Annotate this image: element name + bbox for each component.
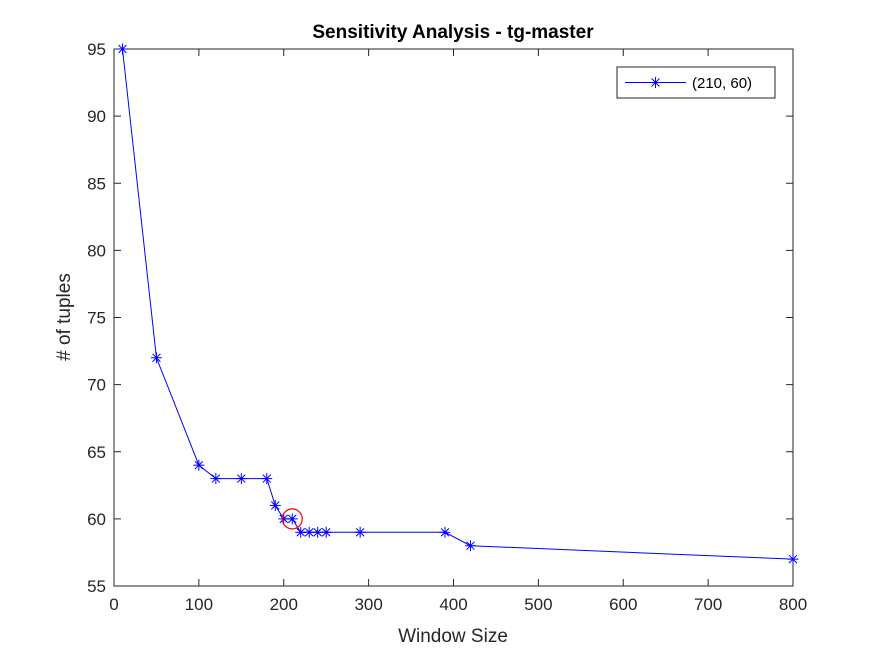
data-point bbox=[269, 499, 281, 511]
x-axis-title: Window Size bbox=[398, 626, 508, 647]
x-tick-label: 200 bbox=[270, 595, 298, 614]
y-tick-label: 65 bbox=[87, 443, 106, 462]
highlight-circle bbox=[281, 508, 303, 530]
x-tick-label: 100 bbox=[185, 595, 213, 614]
x-tick-label: 600 bbox=[609, 595, 637, 614]
legend-label: (210, 60) bbox=[692, 75, 752, 92]
x-tick-label: 500 bbox=[524, 595, 552, 614]
series-layer bbox=[116, 43, 799, 565]
y-tick-label: 70 bbox=[87, 376, 106, 395]
data-point bbox=[354, 526, 366, 538]
y-tick-label: 55 bbox=[87, 577, 106, 596]
data-point bbox=[787, 553, 799, 565]
y-tick-label: 95 bbox=[87, 40, 106, 59]
data-point bbox=[261, 473, 273, 485]
x-tick-label: 400 bbox=[439, 595, 467, 614]
x-tick-label: 0 bbox=[109, 595, 118, 614]
x-tick-label: 300 bbox=[354, 595, 382, 614]
x-tick-label: 800 bbox=[779, 595, 807, 614]
data-point bbox=[235, 473, 247, 485]
y-tick-label: 75 bbox=[87, 309, 106, 328]
y-axis-title: # of tuples bbox=[54, 273, 75, 361]
axes: 0 100 200 300 400 500 600 700 800 55 60 65 70 75 80 85 9… bbox=[87, 40, 807, 614]
data-point bbox=[439, 526, 451, 538]
data-point bbox=[210, 473, 222, 485]
data-point bbox=[303, 526, 315, 538]
y-tick-label: 85 bbox=[87, 174, 106, 193]
legend: (210, 60) bbox=[616, 66, 776, 99]
y-tick-label: 60 bbox=[87, 510, 106, 529]
data-point bbox=[286, 513, 298, 525]
data-point bbox=[150, 352, 162, 364]
legend-marker bbox=[650, 77, 661, 88]
data-point bbox=[320, 526, 332, 538]
x-tick-label: 700 bbox=[694, 595, 722, 614]
data-point bbox=[464, 540, 476, 552]
plot-area bbox=[114, 49, 793, 586]
legend-marker-asterisk bbox=[650, 77, 661, 88]
chart-title: Sensitivity Analysis - tg-master bbox=[312, 22, 594, 43]
y-tick-label: 90 bbox=[87, 107, 106, 126]
y-tick-label: 80 bbox=[87, 241, 106, 260]
data-point bbox=[116, 43, 128, 55]
data-point bbox=[193, 459, 205, 471]
